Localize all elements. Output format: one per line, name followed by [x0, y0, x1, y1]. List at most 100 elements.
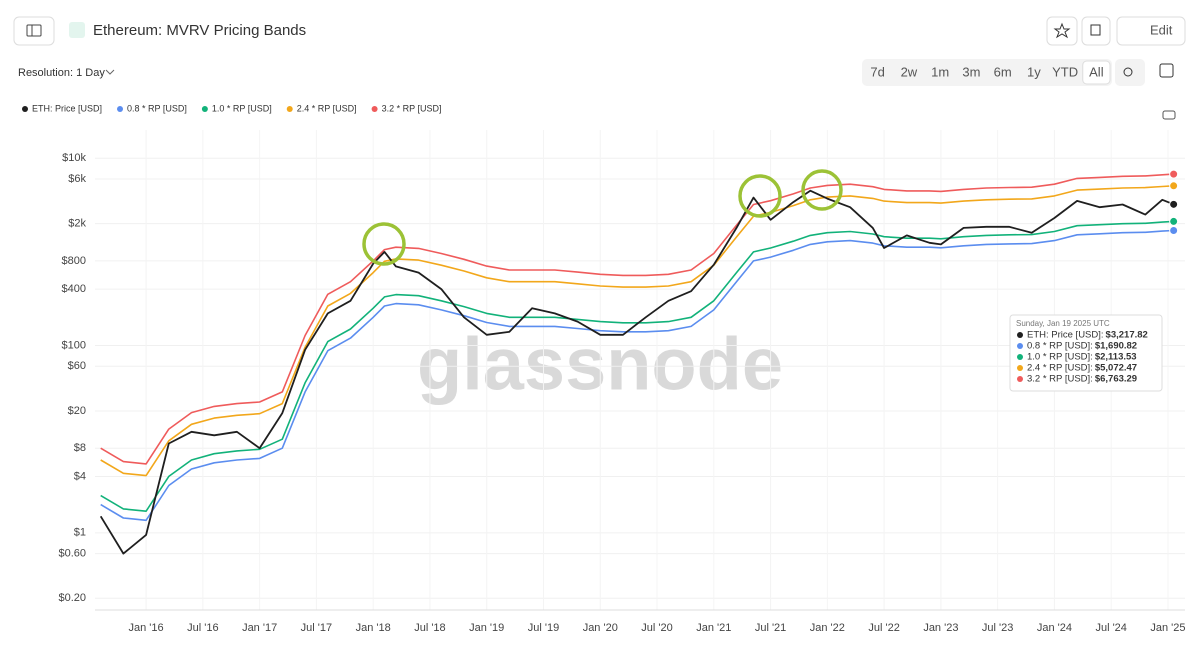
- series-line: [99, 189, 1174, 555]
- legend-dot: [201, 106, 208, 112]
- tooltip-label: 2.4 * RP [USD]:: [1027, 363, 1093, 374]
- y-tick-label: $4: [74, 470, 86, 482]
- range-button[interactable]: 7d: [870, 64, 884, 79]
- x-tick-label: Jul '16: [187, 622, 218, 634]
- y-tick-label: $6k: [68, 173, 86, 185]
- dropdown-caret: [105, 69, 115, 75]
- y-tick-label: $10k: [62, 152, 86, 164]
- y-tick-label: $800: [62, 255, 86, 267]
- x-tick-label: Jul '21: [755, 622, 786, 634]
- range-button[interactable]: 1y: [1027, 64, 1041, 79]
- copy-icon: [1090, 24, 1101, 36]
- legend-label[interactable]: 0.8 * RP [USD]: [127, 103, 187, 113]
- legend-dot: [286, 106, 293, 112]
- tooltip-value: $1,690.82: [1095, 341, 1137, 352]
- series-line: [100, 220, 1174, 512]
- edit-label: Edit: [1150, 22, 1173, 37]
- x-tick-label: Jan '19: [469, 622, 504, 634]
- x-tick-label: Jul '23: [982, 622, 1013, 634]
- edit-button[interactable]: [1116, 16, 1186, 46]
- tooltip-dot: [1017, 343, 1023, 349]
- star-button[interactable]: [1046, 16, 1078, 46]
- end-marker: [1169, 216, 1179, 226]
- plot-area: $0.20 $0.60 $1 $4 $8 $20 $60 $100 $400 $800 $2k $6k…: [58, 130, 1186, 634]
- x-tick-label: Jul '19: [528, 622, 559, 634]
- x-tick-label: Jan '25: [1150, 622, 1185, 634]
- x-tick-label: Jul '17: [301, 622, 332, 634]
- x-tick-label: Jan '22: [810, 622, 845, 634]
- tooltip-label: ETH: Price [USD]:: [1027, 330, 1104, 341]
- star-icon: [1053, 22, 1071, 39]
- tooltip-dot: [1017, 354, 1023, 360]
- y-tick-label: $0.20: [58, 592, 86, 604]
- tooltip-label: 3.2 * RP [USD]:: [1027, 374, 1093, 385]
- tooltip-value: $5,072.47: [1095, 363, 1137, 374]
- tooltip-dot: [1017, 332, 1023, 338]
- series-line: [100, 185, 1174, 477]
- range-button[interactable]: All: [1089, 64, 1104, 79]
- tooltip-dot: [1017, 376, 1023, 382]
- end-marker: [1169, 225, 1179, 235]
- tooltip-label: 0.8 * RP [USD]:: [1027, 341, 1093, 352]
- y-tick-label: $60: [68, 360, 86, 372]
- x-tick-label: Jul '24: [1095, 622, 1126, 634]
- x-tick-label: Jul '22: [868, 622, 899, 634]
- series-line: [100, 173, 1174, 465]
- metric-icon: [69, 22, 85, 38]
- series-line: [100, 229, 1174, 522]
- range-button[interactable]: 2w: [901, 64, 918, 79]
- highlight-circle: [738, 174, 782, 218]
- end-marker: [1169, 169, 1179, 179]
- y-tick-label: $100: [62, 339, 86, 351]
- zoom-button[interactable]: [1115, 59, 1145, 86]
- tooltip-value: $3,217.82: [1106, 330, 1148, 341]
- range-button[interactable]: 1m: [931, 64, 949, 79]
- tooltip-value: $6,763.29: [1095, 374, 1137, 385]
- legend-label[interactable]: 1.0 * RP [USD]: [212, 103, 272, 113]
- tooltip-date: Sunday, Jan 19 2025 UTC: [1016, 319, 1110, 328]
- camera-icon[interactable]: [1162, 110, 1176, 120]
- end-marker: [1169, 199, 1179, 209]
- x-tick-label: Jan '16: [129, 622, 164, 634]
- y-tick-label: $400: [62, 283, 86, 295]
- range-button[interactable]: 3m: [962, 64, 980, 79]
- y-tick-label: $1: [74, 527, 86, 539]
- x-tick-label: Jan '24: [1037, 622, 1072, 634]
- highlight-circle: [801, 169, 843, 211]
- range-active: [1082, 60, 1111, 85]
- x-tick-label: Jan '18: [356, 622, 391, 634]
- tooltip-value: $2,113.53: [1095, 352, 1137, 363]
- y-tick-label: $20: [68, 405, 86, 417]
- legend-dot: [117, 106, 124, 112]
- y-tick-label: $0.60: [58, 548, 86, 560]
- range-button[interactable]: YTD: [1052, 64, 1078, 79]
- x-tick-label: Jan '17: [242, 622, 277, 634]
- legend-dot: [22, 106, 28, 112]
- range-group: [862, 59, 1112, 86]
- x-tick-label: Jul '18: [414, 622, 445, 634]
- x-tick-label: Jan '23: [923, 622, 958, 634]
- copy-button[interactable]: [1081, 16, 1111, 46]
- highlight-circle: [362, 222, 406, 266]
- legend-dot: [371, 106, 378, 112]
- x-tick-label: Jan '21: [696, 622, 731, 634]
- calendar-icon[interactable]: [1159, 63, 1174, 78]
- legend-label[interactable]: ETH: Price [USD]: [32, 103, 102, 113]
- x-tick-label: Jan '20: [583, 622, 618, 634]
- end-marker: [1169, 181, 1179, 191]
- tooltip-label: 1.0 * RP [USD]:: [1027, 352, 1093, 363]
- y-tick-label: $8: [74, 442, 86, 454]
- page-title: Ethereum: MVRV Pricing Bands: [93, 22, 306, 39]
- x-tick-label: Jul '20: [641, 622, 672, 634]
- tooltip-dot: [1017, 365, 1023, 371]
- resolution-select[interactable]: Resolution: 1 Day: [18, 67, 105, 79]
- range-button[interactable]: 6m: [994, 64, 1012, 79]
- legend-label[interactable]: 2.4 * RP [USD]: [297, 103, 357, 113]
- tooltip-box: [1009, 314, 1163, 392]
- sidebar-icon: [26, 24, 42, 37]
- y-tick-label: $2k: [68, 218, 86, 230]
- sidebar-toggle[interactable]: [13, 16, 55, 46]
- legend-label[interactable]: 3.2 * RP [USD]: [382, 103, 442, 113]
- zoom-icon: [1123, 67, 1133, 77]
